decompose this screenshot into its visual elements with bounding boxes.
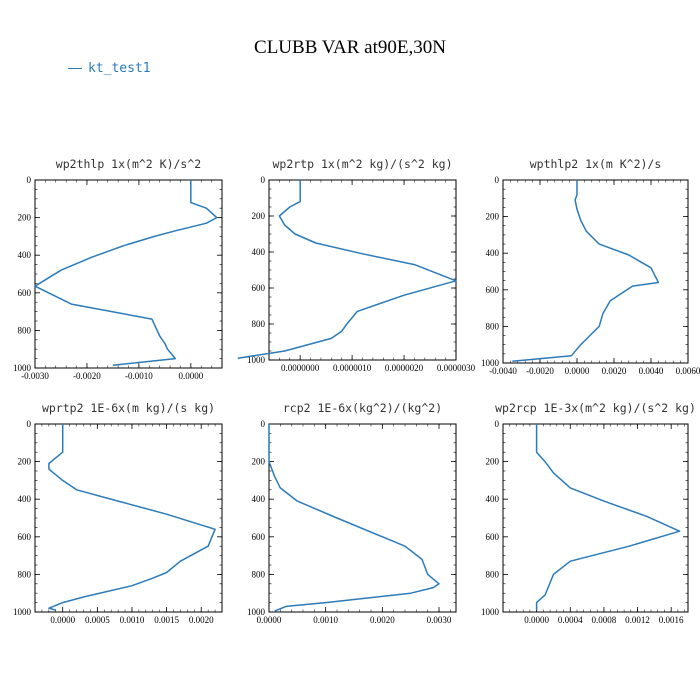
x-tick-label: 0.0000000 bbox=[281, 363, 320, 373]
series-line-kt-test1 bbox=[48, 424, 216, 611]
legend-label: kt_test1 bbox=[88, 61, 151, 76]
y-tick-label: 200 bbox=[486, 212, 500, 222]
y-tick-label: 400 bbox=[486, 248, 500, 258]
y-tick-label: 0 bbox=[495, 419, 500, 429]
x-tick-label: 0.0016 bbox=[659, 615, 684, 625]
panel-2: wp2rtp 1x(m^2 kg)/(s^2 kg) 0 200 400 600 800 1… bbox=[237, 157, 476, 373]
panel-4: wprtp2 1E-6x(m kg)/(s kg) 0 200 400 600 800 10… bbox=[13, 401, 223, 625]
x-tick-label: 0.0005 bbox=[85, 615, 110, 625]
x-tick-label: 0.0000 bbox=[178, 371, 203, 381]
x-tick-label: 0.0030 bbox=[427, 615, 452, 625]
y-tick-label: 400 bbox=[252, 494, 266, 504]
y-tick-label: 0 bbox=[261, 419, 266, 429]
x-tick-label: 0.0000 bbox=[257, 615, 282, 625]
panel-6: wp2rcp 1E-3x(m^2 kg)/(s^2 kg) 0 200 400 600 8… bbox=[481, 401, 696, 625]
y-tick-label: 0 bbox=[495, 175, 500, 185]
x-tick-label: 0.0000 bbox=[524, 615, 549, 625]
y-tick-label: 800 bbox=[252, 569, 266, 579]
y-tick-label: 400 bbox=[486, 494, 500, 504]
y-tick-label: 600 bbox=[252, 283, 266, 293]
panel-title: wp2rtp 1x(m^2 kg)/(s^2 kg) bbox=[272, 157, 452, 171]
plot-frame bbox=[268, 423, 457, 613]
y-tick-label: 200 bbox=[252, 457, 266, 467]
y-tick-label: 1000 bbox=[13, 607, 32, 617]
panel-title: wp2rcp 1E-3x(m^2 kg)/(s^2 kg) bbox=[495, 401, 696, 415]
figure-title: CLUBB VAR at90E,30N bbox=[254, 37, 446, 58]
y-tick-label: 800 bbox=[252, 319, 266, 329]
series-line-kt-test1 bbox=[237, 180, 457, 359]
panel-1: wp2thlp 1x(m^2 K)/s^202004006008001000-0… bbox=[13, 157, 223, 381]
series-line-kt-test1 bbox=[34, 180, 218, 366]
y-tick-label: 600 bbox=[18, 532, 32, 542]
x-tick-label: 0.0000 bbox=[50, 615, 75, 625]
x-tick-label: 0.0012 bbox=[625, 615, 650, 625]
y-tick-label: 800 bbox=[18, 325, 32, 335]
y-tick-label: 600 bbox=[486, 285, 500, 295]
y-tick-label: 800 bbox=[18, 569, 32, 579]
x-tick-label: 0.0020 bbox=[602, 366, 627, 376]
x-tick-label: -0.0020 bbox=[73, 371, 101, 381]
y-tick-label: 0 bbox=[27, 419, 32, 429]
x-tick-label: -0.0030 bbox=[21, 371, 49, 381]
y-tick-label: 600 bbox=[252, 532, 266, 542]
legend-swatch bbox=[68, 68, 82, 69]
y-tick-label: 200 bbox=[18, 213, 32, 223]
x-tick-label: -0.0040 bbox=[489, 366, 517, 376]
x-tick-label: 0.0000030 bbox=[437, 363, 476, 373]
y-tick-label: 200 bbox=[18, 457, 32, 467]
plot-frame bbox=[502, 423, 689, 613]
y-tick-label: 400 bbox=[18, 494, 32, 504]
x-tick-label: -0.0020 bbox=[526, 366, 554, 376]
panel-title: wpthlp2 1x(m K^2)/s bbox=[530, 157, 662, 171]
x-tick-label: 0.0010 bbox=[120, 615, 145, 625]
x-tick-label: 0.0020 bbox=[370, 615, 395, 625]
panel-title: rcp2 1E-6x(kg^2)/(kg^2) bbox=[283, 401, 442, 415]
y-tick-label: 400 bbox=[252, 247, 266, 257]
y-tick-label: 0 bbox=[27, 175, 32, 185]
y-tick-label: 800 bbox=[486, 569, 500, 579]
legend: kt_test1 bbox=[68, 61, 151, 76]
y-tick-label: 800 bbox=[486, 321, 500, 331]
y-tick-label: 1000 bbox=[247, 607, 266, 617]
panel-title: wp2thlp 1x(m^2 K)/s^2 bbox=[56, 157, 201, 171]
x-tick-label: 0.0008 bbox=[592, 615, 617, 625]
series-line-kt-test1 bbox=[535, 424, 681, 611]
plot-frame bbox=[502, 179, 689, 364]
series-line-kt-test1 bbox=[512, 180, 660, 362]
x-tick-label: -0.0010 bbox=[125, 371, 153, 381]
x-tick-label: 0.0020 bbox=[189, 615, 214, 625]
y-tick-label: 600 bbox=[486, 532, 500, 542]
y-tick-label: 1000 bbox=[481, 607, 500, 617]
y-tick-label: 400 bbox=[18, 250, 32, 260]
y-tick-label: 200 bbox=[252, 211, 266, 221]
x-tick-label: 0.0060 bbox=[676, 366, 700, 376]
x-tick-label: 0.0015 bbox=[154, 615, 179, 625]
plot-frame bbox=[34, 179, 223, 369]
panel-3: wpthlp2 1x(m K^2)/s02004006008001000-0.0… bbox=[481, 157, 700, 376]
series-line-kt-test1 bbox=[268, 424, 440, 612]
y-tick-label: 1000 bbox=[247, 355, 266, 365]
x-tick-label: 0.0000020 bbox=[385, 363, 424, 373]
x-tick-label: 0.0010 bbox=[313, 615, 338, 625]
y-tick-label: 600 bbox=[18, 288, 32, 298]
panel-5: rcp2 1E-6x(kg^2)/(kg^2) 0 200 400 600 800 1000… bbox=[247, 401, 457, 625]
y-tick-label: 0 bbox=[261, 175, 266, 185]
y-tick-label: 200 bbox=[486, 457, 500, 467]
x-tick-label: 0.0004 bbox=[558, 615, 583, 625]
y-tick-label: 1000 bbox=[481, 358, 500, 368]
y-tick-label: 1000 bbox=[13, 363, 32, 373]
x-tick-label: 0.0000 bbox=[565, 366, 590, 376]
x-tick-label: 0.0000010 bbox=[333, 363, 372, 373]
panel-title: wprtp2 1E-6x(m kg)/(s kg) bbox=[42, 401, 215, 415]
x-tick-label: 0.0040 bbox=[639, 366, 664, 376]
